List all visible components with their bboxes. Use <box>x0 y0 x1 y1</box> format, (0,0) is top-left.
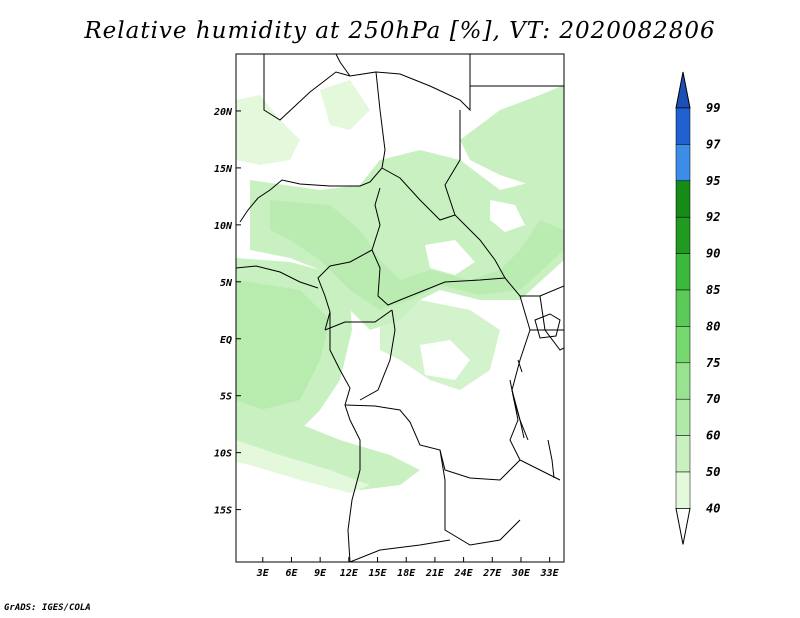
colorbar-label: 99 <box>706 101 720 115</box>
colorbar-low-cap <box>675 507 691 545</box>
x-tick-label: 24E <box>454 568 474 579</box>
colorbar-label: 70 <box>706 392 720 406</box>
colorbar-bin <box>675 398 691 436</box>
colorbar-label: 80 <box>706 319 720 333</box>
lake-tanganyika <box>509 379 525 439</box>
y-tick-label: 20N <box>213 107 233 118</box>
y-tick-label: 10S <box>214 449 232 460</box>
x-tick-label: 18E <box>397 568 416 579</box>
colorbar-label: 92 <box>706 210 720 224</box>
dry-pocket-east <box>490 200 525 232</box>
x-tick-label: 15E <box>368 568 387 579</box>
colorbar-legend: 40 50 60 70 75 80 85 90 92 95 97 99 <box>675 71 721 545</box>
x-axis: 3E 6E 9E 12E 15E 18E 21E 24E 27E 30E 33E <box>256 557 560 579</box>
humidity-patch-n <box>320 80 370 130</box>
map-title: Relative humidity at 250hPa [%], VT: 202… <box>84 18 716 44</box>
y-tick-label: 10N <box>214 221 233 232</box>
x-tick-label: 9E <box>314 568 327 579</box>
colorbar-high-cap <box>675 71 691 109</box>
colorbar-bin <box>675 471 691 509</box>
lake-malawi <box>547 439 555 479</box>
colorbar-bin <box>675 435 691 473</box>
colorbar-label: 75 <box>706 356 720 370</box>
humidity-field <box>236 80 564 493</box>
x-tick-label: 21E <box>425 568 445 579</box>
x-tick-label: 30E <box>511 568 531 579</box>
lakes <box>509 313 561 479</box>
colorbar-label: 90 <box>706 247 720 261</box>
colorbar-bin <box>675 144 691 182</box>
dry-pocket-center <box>420 340 470 380</box>
colorbar-bin <box>675 180 691 218</box>
humidity-area-west-inner <box>236 280 330 410</box>
x-tick-label: 12E <box>340 568 359 579</box>
y-tick-label: 15S <box>214 506 232 517</box>
map-panel <box>235 53 565 563</box>
lake-albert <box>517 359 523 373</box>
humidity-patch-nw <box>236 95 300 165</box>
y-tick-label: 5S <box>220 392 232 403</box>
lake-victoria <box>534 313 561 339</box>
humidity-area-north-inner <box>270 200 564 310</box>
colorbar-label: 40 <box>706 501 720 515</box>
colorbar-bin <box>675 253 691 291</box>
map-frame <box>235 53 565 563</box>
humidity-area-northeast <box>460 85 564 185</box>
y-axis: 20N 15N 10N 5N EQ 5S 10S 15S <box>213 107 241 517</box>
y-tick-label: EQ <box>220 335 232 346</box>
y-tick-label: 5N <box>220 278 233 289</box>
colorbar-bin <box>675 326 691 364</box>
humidity-tongue-fringe <box>236 440 370 493</box>
colorbar-label: 60 <box>706 429 720 443</box>
dry-pocket-north <box>425 240 475 275</box>
colorbar-label: 95 <box>706 174 720 188</box>
colorbar-label: 85 <box>706 283 720 297</box>
colorbar-bin <box>675 362 691 400</box>
colorbar-label: 97 <box>706 137 721 151</box>
colorbar-bin <box>675 107 691 145</box>
y-tick-label: 15N <box>214 164 233 175</box>
x-tick-label: 3E <box>256 568 270 579</box>
humidity-tongue-south <box>236 400 420 490</box>
x-tick-label: 27E <box>482 568 502 579</box>
country-borders <box>236 54 564 562</box>
x-tick-label: 6E <box>285 568 298 579</box>
colorbar-bin <box>675 289 691 327</box>
colorbar-bin <box>675 216 691 254</box>
credit-text: GrADS: IGES/COLA <box>4 603 91 613</box>
colorbar-label: 50 <box>706 465 720 479</box>
x-tick-label: 33E <box>540 568 560 579</box>
